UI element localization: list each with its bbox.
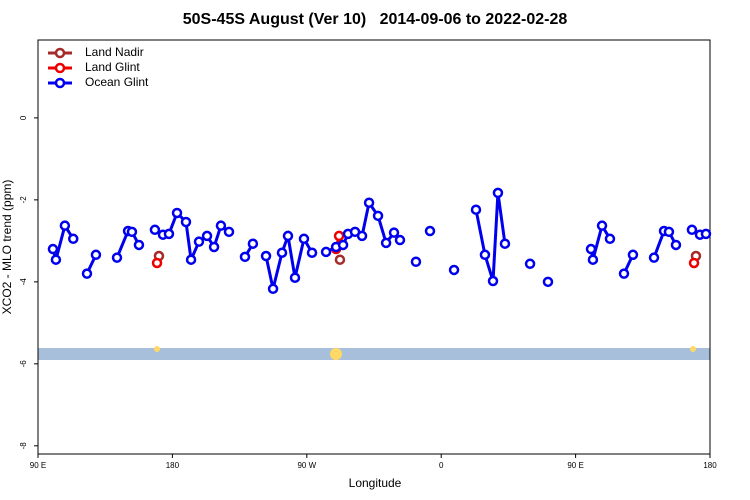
point xyxy=(492,187,504,199)
point xyxy=(700,228,712,240)
point xyxy=(585,243,597,255)
point xyxy=(363,197,375,208)
x-tick-label: 180 xyxy=(703,461,717,470)
x-tick-label: 90 E xyxy=(30,461,46,470)
legend-swatch xyxy=(54,47,66,59)
point xyxy=(627,249,639,261)
point xyxy=(133,239,145,251)
point xyxy=(333,230,345,242)
y-tick-label: 0 xyxy=(19,115,28,120)
point xyxy=(289,272,301,283)
point xyxy=(334,254,346,265)
y-tick-label: -8 xyxy=(19,442,28,450)
point xyxy=(151,257,163,269)
point xyxy=(267,283,279,295)
point xyxy=(499,238,511,249)
point xyxy=(247,238,259,249)
point xyxy=(320,246,332,258)
point xyxy=(201,230,213,242)
point xyxy=(663,226,675,238)
chart-title: 50S-45S August (Ver 10) 2014-09-06 to 20… xyxy=(183,11,568,28)
point xyxy=(215,220,227,231)
point xyxy=(185,254,197,265)
legend-label: Land Glint xyxy=(85,60,140,74)
legend-label: Ocean Glint xyxy=(85,75,149,89)
point xyxy=(298,233,310,245)
x-axis-label: Longitude xyxy=(349,476,402,490)
point xyxy=(81,268,93,279)
legend-swatch xyxy=(54,62,66,74)
land-blob xyxy=(330,348,342,360)
x-tick-label: 90 W xyxy=(297,461,316,470)
y-axis-label: XCO2 - MLO trend (ppm) xyxy=(0,180,14,315)
point xyxy=(618,268,630,279)
y-tick-label: -6 xyxy=(19,360,28,368)
point xyxy=(223,226,235,238)
point xyxy=(470,204,482,215)
point xyxy=(487,275,499,287)
point xyxy=(542,276,554,288)
point xyxy=(67,233,79,245)
point xyxy=(260,250,272,262)
point xyxy=(380,237,392,249)
point xyxy=(648,252,660,263)
point xyxy=(394,234,406,246)
plot-frame xyxy=(37,39,711,455)
point xyxy=(239,251,251,263)
point xyxy=(50,254,62,265)
land-blob xyxy=(154,346,160,352)
point xyxy=(59,220,71,231)
x-tick-label: 0 xyxy=(439,461,444,470)
point xyxy=(90,249,102,261)
point xyxy=(524,258,536,270)
point xyxy=(282,230,294,242)
legend-swatch xyxy=(54,77,66,89)
land-blob xyxy=(690,346,696,352)
legend-label: Land Nadir xyxy=(85,45,144,59)
point xyxy=(163,228,175,240)
y-tick-label: -4 xyxy=(19,278,28,286)
point xyxy=(180,216,192,228)
x-tick-label: 180 xyxy=(166,461,180,470)
point xyxy=(171,207,183,219)
point xyxy=(306,247,318,258)
point xyxy=(208,241,220,253)
point xyxy=(448,264,460,276)
point xyxy=(47,243,59,255)
point xyxy=(276,247,288,258)
point xyxy=(688,257,700,269)
point xyxy=(193,236,205,247)
point xyxy=(372,210,384,222)
point xyxy=(410,256,422,268)
point xyxy=(686,224,698,236)
point xyxy=(149,224,161,236)
point xyxy=(587,254,599,265)
point xyxy=(356,230,368,242)
point xyxy=(337,239,349,251)
point xyxy=(388,227,400,238)
point xyxy=(424,225,436,237)
point xyxy=(126,226,138,238)
map-strip xyxy=(38,348,710,360)
y-tick-label: -2 xyxy=(19,196,28,204)
point xyxy=(111,252,123,263)
point xyxy=(479,249,491,261)
point xyxy=(670,239,682,251)
point xyxy=(604,233,616,245)
x-tick-label: 90 E xyxy=(567,461,583,470)
point xyxy=(596,220,608,231)
